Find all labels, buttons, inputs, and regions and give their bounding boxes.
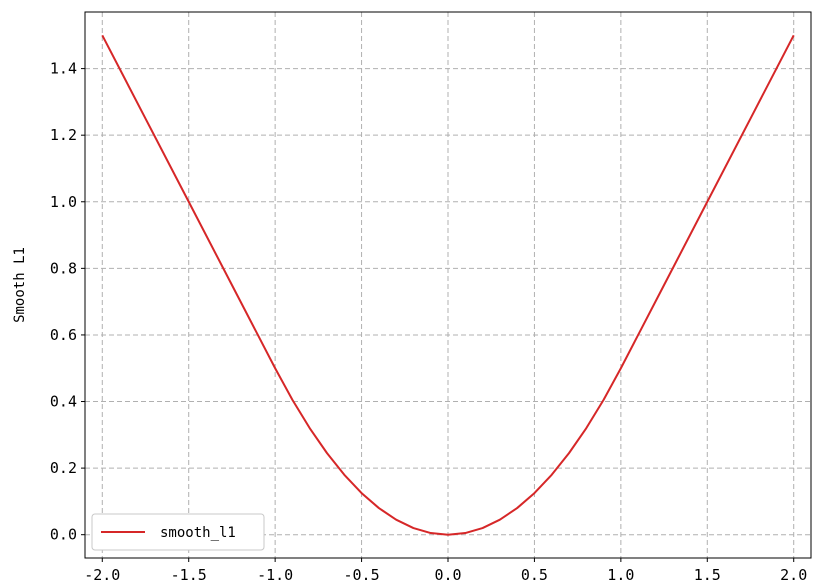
x-tick-label: -0.5 [344, 566, 380, 584]
x-tick-label: -1.0 [257, 566, 293, 584]
y-tick-label: 0.6 [50, 326, 77, 344]
x-tick-label: 1.0 [607, 566, 634, 584]
x-tick-label: 2.0 [780, 566, 807, 584]
x-tick-label: -1.5 [171, 566, 207, 584]
y-tick-label: 0.0 [50, 526, 77, 544]
x-tick-label: -2.0 [84, 566, 120, 584]
y-tick-label: 0.2 [50, 459, 77, 477]
y-tick-label: 1.0 [50, 193, 77, 211]
y-tick-label: 0.8 [50, 259, 77, 277]
x-tick-label: 1.5 [694, 566, 721, 584]
legend: smooth_l1 [91, 513, 265, 551]
y-axis-label: Smooth L1 [12, 247, 28, 323]
y-tick-label: 1.2 [50, 126, 77, 144]
legend-label: smooth_l1 [160, 525, 236, 541]
x-tick-label: 0.0 [434, 566, 461, 584]
y-tick-label: 0.4 [50, 393, 77, 411]
series-line [101, 34, 795, 536]
x-tick-label: 0.5 [521, 566, 548, 584]
y-tick-label: 1.4 [50, 60, 77, 78]
legend-box [91, 513, 265, 551]
